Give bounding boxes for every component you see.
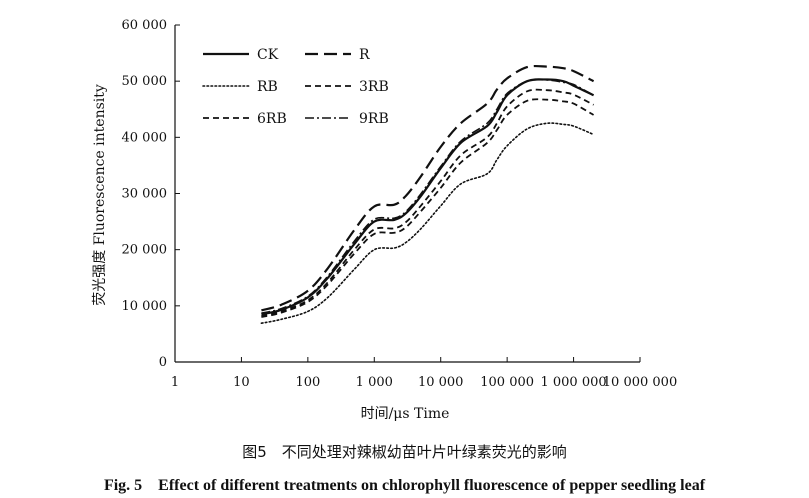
legend: CK R RB 3RB 6RB 9RB xyxy=(202,47,389,127)
y-axis-label: 荧光强度 Fluorescence intensity xyxy=(91,84,108,306)
axes: 0 10 000 20 000 30 000 40 000 50 000 60 000 1 10… xyxy=(122,18,678,390)
legend-label-rb: RB xyxy=(257,79,278,95)
x-tick-label: 1 xyxy=(171,375,179,390)
x-tick-label: 100 000 xyxy=(480,375,534,390)
legend-label-3rb: 3RB xyxy=(359,79,389,95)
series-line-r xyxy=(261,64,595,312)
x-tick-label: 100 xyxy=(295,375,320,390)
curves xyxy=(260,64,595,324)
x-tick-label: 10 000 xyxy=(418,375,464,390)
x-tick-label: 1 000 xyxy=(356,375,393,390)
x-tick-label: 10 000 000 xyxy=(603,375,677,390)
y-tick-label: 10 000 xyxy=(122,299,168,314)
series-line-rb xyxy=(260,122,595,324)
series-line-6rb xyxy=(261,88,595,317)
x-tick-label: 10 xyxy=(233,375,250,390)
series-line-3rb xyxy=(261,98,595,318)
x-tick-label: 1 000 000 xyxy=(540,375,606,390)
legend-label-r: R xyxy=(359,47,370,63)
y-tick-label: 60 000 xyxy=(122,18,168,33)
y-tick-label: 20 000 xyxy=(122,243,168,258)
x-axis-label: 时间/μs Time xyxy=(361,406,450,422)
y-tick-label: 30 000 xyxy=(122,187,168,202)
figure-caption-english: Fig. 5 Effect of different treatments on… xyxy=(103,477,706,494)
y-tick-label: 40 000 xyxy=(122,130,168,145)
y-tick-label: 50 000 xyxy=(122,74,168,89)
legend-label-6rb: 6RB xyxy=(257,111,287,127)
series-line-9rb xyxy=(261,78,594,314)
y-tick-label: 0 xyxy=(159,355,167,370)
legend-label-9rb: 9RB xyxy=(359,111,389,127)
legend-label-ck: CK xyxy=(257,47,279,63)
figure-caption-chinese: 图5 不同处理对辣椒幼苗叶片叶绿素荧光的影响 xyxy=(242,443,567,461)
